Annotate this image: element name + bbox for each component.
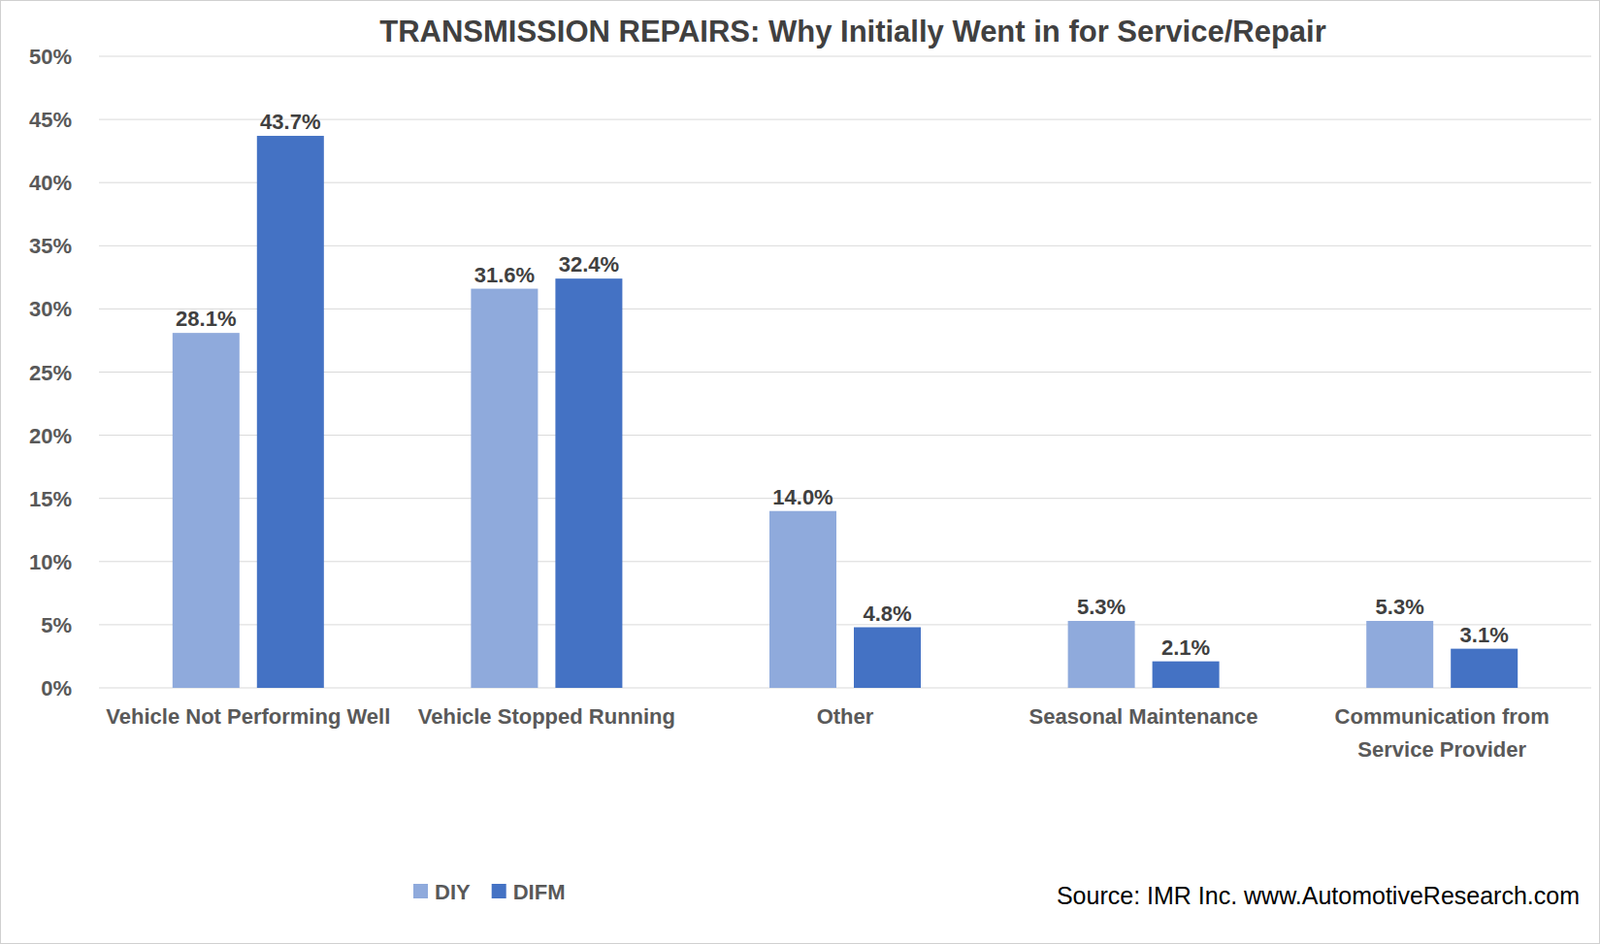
legend-label: DIY (434, 880, 471, 905)
x-tick-label: Seasonal Maintenance (1029, 704, 1259, 729)
data-label: 5.3% (1077, 594, 1126, 620)
title: TRANSMISSION REPAIRS: Why Initially Went… (379, 14, 1327, 49)
legend-label: DIFM (513, 880, 566, 905)
data-label: 3.1% (1460, 622, 1509, 648)
bar (257, 135, 325, 688)
legend-swatch (413, 883, 428, 899)
chart: TRANSMISSION REPAIRS: Why Initially Went… (0, 0, 1600, 944)
x-tick-label: Other (816, 704, 875, 729)
y-tick-label: 0% (40, 676, 72, 701)
data-label: 2.1% (1161, 635, 1210, 660)
data-label: 31.6% (474, 262, 535, 288)
bar (1152, 661, 1220, 688)
y-tick-label: 50% (29, 44, 72, 69)
bar (769, 511, 837, 688)
data-label: 32.4% (558, 252, 620, 277)
y-tick-label: 25% (29, 360, 72, 386)
y-tick-label: 45% (29, 107, 72, 132)
y-tick-label: 5% (40, 613, 72, 638)
x-tick-label: Vehicle Not Performing Well (105, 704, 391, 729)
y-tick-label: 15% (29, 487, 72, 512)
grid-line (98, 56, 1592, 58)
bar (555, 278, 622, 688)
data-label: 43.7% (260, 109, 321, 134)
bars (172, 135, 1518, 688)
data-label: 4.8% (862, 601, 912, 626)
bar (1450, 649, 1518, 688)
data-label: 14.0% (772, 485, 833, 510)
bar (1068, 620, 1136, 688)
bar (853, 627, 921, 688)
y-tick-label: 10% (29, 550, 72, 575)
data-label: 28.1% (175, 306, 236, 331)
data-labels: 28.1% 43.7% 31.6% 32.4% 14.0% 4.8% 5.3% 2.1% 5.3… (175, 109, 1509, 660)
grid-line (98, 119, 1592, 121)
chart-border (0, 0, 1600, 944)
y-tick-label: 35% (29, 233, 72, 259)
legend-swatch (491, 883, 507, 899)
source-note: Source: IMR Inc. www.AutomotiveResearch.… (1056, 881, 1580, 910)
bar (172, 332, 240, 688)
y-tick-label: 30% (29, 296, 72, 322)
grid (98, 56, 1592, 688)
x-tick-label: Vehicle Stopped Running (418, 704, 676, 729)
legend: DIY DIFM (413, 880, 565, 905)
y-tick-label: 20% (29, 424, 72, 449)
y-tick-label: 40% (29, 170, 72, 196)
bar (1366, 620, 1434, 688)
x-tick-label: Communication fromService Provider (1335, 704, 1550, 762)
data-label: 5.3% (1375, 594, 1425, 620)
bar (470, 289, 538, 688)
